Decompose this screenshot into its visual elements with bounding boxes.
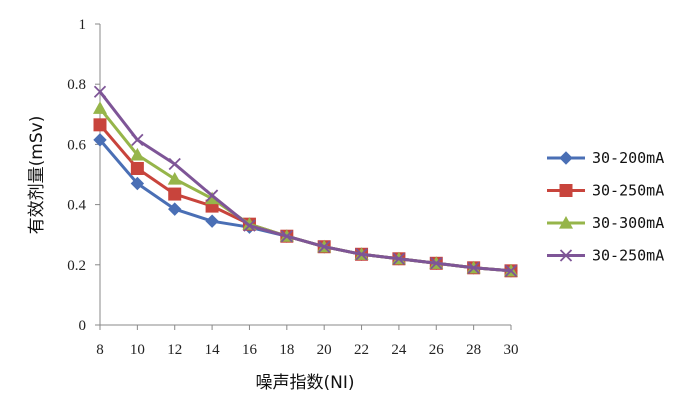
x-tick-label: 18	[279, 342, 294, 358]
data-point	[167, 172, 182, 185]
data-point	[205, 189, 219, 202]
data-point	[280, 230, 293, 243]
legend-marker	[559, 184, 573, 197]
data-point	[168, 157, 181, 171]
series-line	[98, 107, 512, 273]
x-tick-label: 30	[504, 342, 519, 358]
data-point	[130, 176, 145, 191]
x-tick-label: 14	[205, 342, 221, 358]
x-tick-label: 8	[96, 342, 104, 358]
data-point	[93, 133, 107, 147]
data-point	[430, 257, 443, 270]
y-axis-title: 有效剂量(mSv)	[27, 116, 47, 235]
y-tick-label: 0.6	[67, 137, 86, 153]
data-point	[205, 214, 219, 228]
data-point	[168, 202, 182, 216]
x-tick-label: 28	[466, 342, 481, 358]
x-tick-label: 26	[429, 342, 445, 358]
legend-label: 30-300mA	[592, 214, 664, 232]
legend-label: 30-250mA	[592, 182, 664, 200]
data-point	[130, 147, 145, 161]
data-point	[93, 118, 107, 132]
series-4	[93, 85, 518, 277]
x-tick-label: 24	[391, 342, 407, 358]
x-tick-label: 16	[242, 342, 258, 358]
data-point	[205, 191, 220, 205]
legend-item: 30-300mA	[547, 214, 664, 232]
x-tick-labels: 8 10 12 14 16 18 20 22 24 26 28 30	[96, 325, 519, 358]
x-tick-label: 12	[167, 342, 182, 358]
legend-marker	[559, 216, 573, 229]
data-point	[131, 133, 144, 147]
data-point	[504, 264, 518, 277]
legend-label: 30-200mA	[592, 149, 664, 167]
y-tick-labels: 0 0.2 0.4 0.6 0.8 1	[67, 17, 100, 334]
y-tick-label: 0	[79, 318, 87, 334]
x-tick-label: 22	[354, 342, 369, 358]
data-point	[318, 240, 331, 253]
legend-item: 30-200mA	[547, 149, 664, 167]
x-tick-label: 10	[130, 342, 145, 358]
legend-item: 30-250mA	[547, 182, 664, 200]
data-point	[243, 219, 256, 232]
data-point	[168, 187, 182, 201]
data-point	[392, 252, 406, 265]
series-3	[93, 101, 518, 277]
data-point	[93, 101, 107, 114]
y-tick-label: 1	[79, 17, 87, 33]
legend-marker	[559, 249, 573, 262]
legend-marker	[559, 151, 573, 165]
data-point	[93, 85, 107, 98]
legend: 30-200mA 30-250mA 30-300mA 30-250mA	[547, 149, 664, 265]
series-layer	[93, 85, 518, 278]
x-axis-title: 噪声指数(NI)	[256, 373, 355, 393]
series-1	[93, 133, 518, 278]
data-point	[130, 161, 144, 175]
series-line	[98, 138, 512, 273]
data-point	[355, 248, 368, 261]
y-tick-label: 0.2	[67, 258, 86, 274]
legend-item: 30-250mA	[547, 247, 664, 265]
y-tick-label: 0.8	[67, 77, 86, 93]
chart-axes	[99, 24, 511, 326]
data-point	[467, 261, 480, 274]
y-tick-label: 0.4	[67, 198, 86, 214]
series-line	[98, 123, 512, 273]
legend-label: 30-250mA	[592, 247, 664, 265]
series-line	[98, 90, 512, 273]
x-tick-label: 20	[317, 342, 332, 358]
